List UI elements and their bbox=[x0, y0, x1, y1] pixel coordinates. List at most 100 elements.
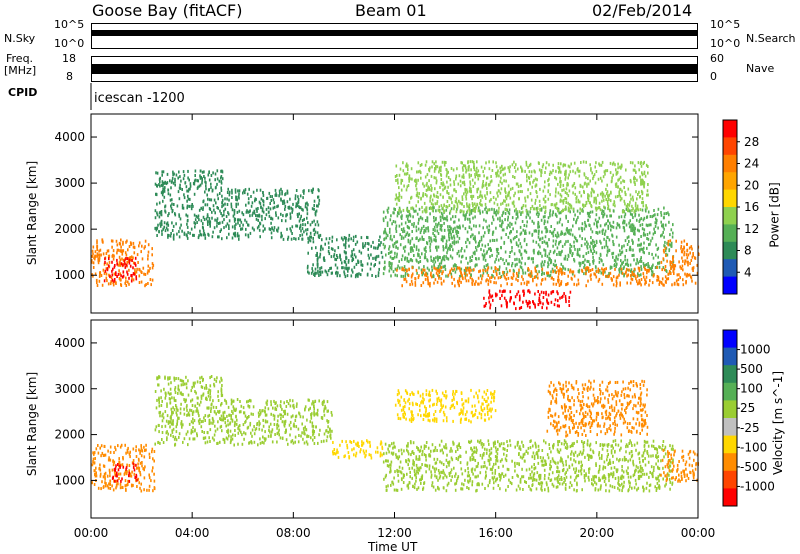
data-cell bbox=[269, 207, 272, 211]
data-cell bbox=[317, 441, 319, 445]
data-cell bbox=[171, 198, 173, 202]
data-cell bbox=[469, 180, 471, 184]
data-cell bbox=[435, 222, 437, 226]
data-cell bbox=[314, 223, 317, 227]
data-cell bbox=[209, 222, 211, 226]
data-cell bbox=[614, 267, 616, 271]
data-cell bbox=[666, 253, 669, 257]
data-cell bbox=[382, 210, 385, 214]
data-cell bbox=[235, 202, 237, 206]
data-cell bbox=[534, 177, 537, 181]
data-cell bbox=[475, 224, 477, 228]
data-cell bbox=[465, 195, 467, 199]
data-cell bbox=[384, 265, 386, 269]
data-cell bbox=[687, 253, 690, 257]
data-cell bbox=[161, 232, 163, 236]
data-cell bbox=[132, 459, 135, 462]
data-cell bbox=[567, 176, 569, 180]
data-cell bbox=[301, 227, 304, 231]
data-cell bbox=[161, 431, 164, 434]
data-cell bbox=[540, 282, 542, 286]
data-cell bbox=[507, 223, 509, 227]
data-cell bbox=[167, 432, 169, 436]
data-cell bbox=[617, 257, 619, 261]
data-cell bbox=[393, 242, 396, 246]
data-cell bbox=[250, 195, 252, 198]
data-cell bbox=[259, 409, 261, 412]
data-cell bbox=[133, 246, 136, 250]
data-cell bbox=[619, 267, 621, 270]
data-cell bbox=[307, 251, 309, 255]
data-cell bbox=[211, 216, 213, 220]
data-cell bbox=[166, 181, 169, 185]
data-cell bbox=[557, 162, 560, 166]
data-cell bbox=[140, 454, 143, 458]
data-cell bbox=[486, 271, 489, 275]
data-cell bbox=[104, 481, 106, 485]
data-cell bbox=[170, 204, 172, 208]
data-cell bbox=[512, 237, 515, 241]
data-cell bbox=[442, 265, 444, 269]
data-cell bbox=[477, 196, 479, 199]
data-cell bbox=[249, 214, 251, 218]
freq-tick-bottom: 8 bbox=[66, 70, 73, 83]
data-cell bbox=[158, 404, 161, 408]
data-cell bbox=[430, 206, 433, 210]
data-cell bbox=[491, 253, 493, 257]
data-cell bbox=[285, 405, 288, 408]
data-cell bbox=[427, 188, 429, 192]
data-cell bbox=[588, 201, 591, 205]
data-cell bbox=[106, 484, 109, 488]
data-cell bbox=[161, 180, 164, 184]
data-cell bbox=[500, 257, 502, 260]
data-cell bbox=[497, 258, 500, 262]
data-cell bbox=[262, 229, 264, 233]
data-cell bbox=[431, 268, 433, 272]
data-cell bbox=[586, 211, 589, 215]
data-cell bbox=[154, 226, 156, 230]
data-cell bbox=[467, 205, 470, 209]
data-cell bbox=[561, 295, 563, 299]
data-cell bbox=[640, 242, 642, 246]
data-cell bbox=[168, 392, 171, 396]
data-cell bbox=[435, 176, 437, 180]
data-cell bbox=[607, 275, 609, 279]
data-cell bbox=[277, 204, 279, 208]
data-cell bbox=[424, 273, 426, 277]
data-cell bbox=[654, 231, 656, 234]
data-cell bbox=[554, 176, 556, 179]
nsky-label: N.Sky bbox=[4, 32, 36, 45]
data-cell bbox=[489, 276, 491, 280]
data-cell bbox=[533, 229, 536, 233]
data-cell bbox=[161, 193, 164, 197]
data-cell bbox=[553, 228, 556, 231]
data-cell bbox=[183, 193, 185, 197]
data-cell bbox=[160, 212, 162, 216]
data-cell bbox=[186, 408, 188, 412]
data-cell bbox=[600, 241, 602, 245]
data-cell bbox=[646, 215, 649, 219]
data-cell bbox=[93, 461, 95, 465]
data-cell bbox=[247, 399, 250, 403]
data-cell bbox=[169, 234, 172, 238]
data-cell bbox=[279, 413, 281, 417]
data-cell bbox=[166, 414, 169, 418]
data-cell bbox=[173, 172, 175, 176]
data-cell bbox=[442, 248, 445, 252]
data-cell bbox=[392, 220, 395, 223]
data-cell bbox=[648, 283, 650, 287]
data-cell bbox=[280, 187, 282, 191]
data-cell bbox=[217, 394, 219, 398]
data-cell bbox=[585, 272, 587, 276]
data-cell bbox=[434, 229, 436, 233]
data-cell bbox=[442, 188, 444, 192]
data-cell bbox=[581, 261, 584, 265]
data-cell bbox=[219, 418, 222, 421]
data-cell bbox=[537, 276, 539, 280]
data-cell bbox=[404, 245, 407, 249]
data-cell bbox=[409, 239, 412, 243]
data-cell bbox=[138, 267, 140, 271]
data-cell bbox=[275, 408, 278, 411]
data-cell bbox=[104, 475, 106, 479]
data-cell bbox=[140, 482, 142, 486]
